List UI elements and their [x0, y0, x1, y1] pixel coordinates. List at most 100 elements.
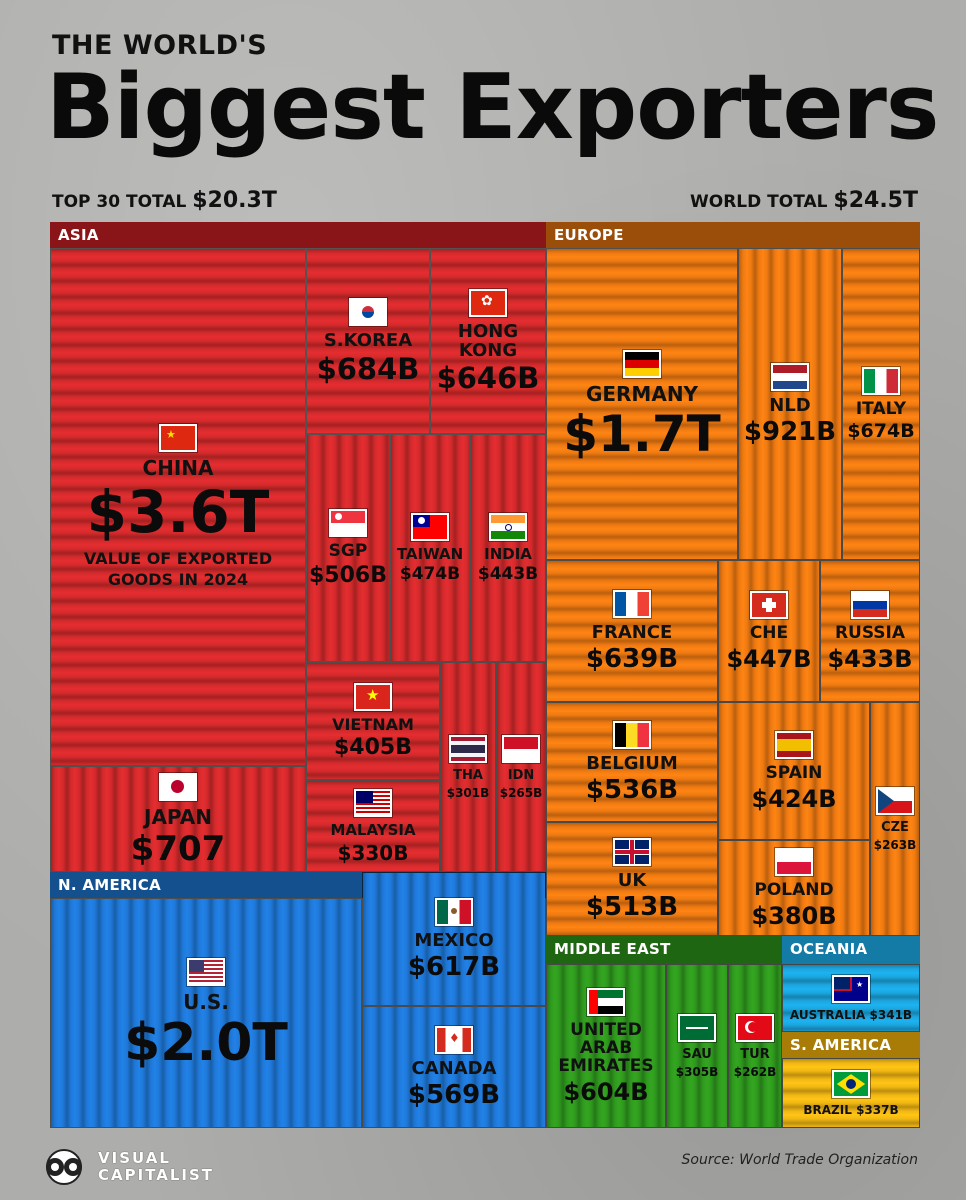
logo-line-2: CAPITALIST	[98, 1166, 215, 1184]
tile-label: MEXICO	[414, 929, 494, 951]
tile-content: CHE $447B	[719, 561, 819, 701]
logo-icon	[46, 1149, 82, 1185]
tile-value: $513B	[585, 892, 679, 923]
tile-label: CHE	[749, 623, 789, 644]
tile-label: TUR	[740, 1047, 770, 1063]
tile-label: ITALY	[855, 398, 907, 419]
th-flag-icon	[449, 735, 487, 764]
tile-value: $3.6T	[86, 477, 270, 546]
id-flag-icon	[502, 735, 540, 764]
tile-nld: NLD $921B	[738, 248, 842, 560]
tile-content: JAPAN $707	[51, 767, 305, 871]
tile-content: ITALY $674B	[843, 249, 919, 559]
tile-india: INDIA $443B	[470, 434, 546, 662]
tile-uk: UK $513B	[546, 822, 718, 936]
corrugated-texture	[843, 249, 919, 559]
tile-label: UK	[617, 869, 647, 891]
tile-value: $474B	[399, 564, 461, 585]
it-flag-icon	[862, 366, 900, 395]
tile-note: VALUE OF EXPORTED GOODS IN 2024	[83, 548, 273, 589]
tile-s-korea: S.KOREA $684B	[306, 248, 430, 434]
chart-title: Biggest Exporters	[46, 55, 939, 160]
tile-content: SAU $305B	[667, 965, 727, 1127]
tile-italy: ITALY $674B	[842, 248, 920, 560]
tile-sgp: SGP $506B	[306, 434, 390, 662]
tile-malaysia: MALAYSIA $330B	[306, 780, 440, 872]
pl-flag-icon	[775, 848, 813, 877]
top30-label: TOP 30 TOTAL	[52, 192, 187, 212]
tile-france: FRANCE $639B	[546, 560, 718, 702]
tile-content: FRANCE $639B	[547, 561, 717, 701]
world-label: WORLD TOTAL	[689, 192, 828, 212]
ca-flag-icon: ♦	[435, 1025, 473, 1054]
tile-poland: POLAND $380B	[718, 840, 870, 936]
corrugated-texture	[307, 663, 439, 779]
ae-flag-icon	[587, 988, 625, 1017]
tile-tha: THA $301B	[440, 662, 496, 872]
tile-australia: ★ AUSTRALIA $341B	[782, 964, 920, 1032]
treemap: ASIA EUROPE N. AMERICA MIDDLE EAST OCEANIA S.…	[50, 222, 920, 1128]
tile-label-row: AUSTRALIA $341B	[790, 1007, 913, 1022]
tile-spain: SPAIN $424B	[718, 702, 870, 840]
be-flag-icon	[613, 720, 651, 749]
nl-flag-icon	[771, 362, 809, 391]
vn-flag-icon: ★	[354, 682, 392, 711]
tile-canada: ♦ CANADA $569B	[362, 1006, 546, 1128]
tile-value: $617B	[407, 952, 501, 983]
tile-belgium: BELGIUM $536B	[546, 702, 718, 822]
tile-label: FRANCE	[591, 621, 673, 643]
tile-content: UK $513B	[547, 823, 717, 935]
sg-flag-icon	[329, 509, 367, 538]
tile-content: NLD $921B	[739, 249, 841, 559]
tile-content: TUR $262B	[729, 965, 781, 1127]
tile-content: ★ VIETNAM $405B	[307, 663, 439, 779]
jp-flag-icon	[159, 772, 197, 801]
tile-value: $684B	[316, 351, 420, 386]
corrugated-texture	[667, 965, 727, 1127]
hk-flag-icon: ✿	[469, 288, 507, 317]
tile-value: $674B	[847, 420, 915, 443]
tile-label-row: BRAZIL $337B	[803, 1103, 898, 1117]
tile-china: ★ CHINA $3.6T VALUE OF EXPORTED GOODS IN 20…	[50, 248, 306, 766]
tile-content: GERMANY $1.7T	[547, 249, 737, 559]
cz-flag-icon	[876, 787, 914, 816]
tile-content: ★ CHINA $3.6T VALUE OF EXPORTED GOODS IN 20…	[51, 249, 305, 765]
tile-value: $405B	[334, 735, 412, 761]
corrugated-texture	[363, 873, 545, 1005]
tile-content: TAIWAN $474B	[391, 435, 469, 661]
corrugated-texture	[719, 561, 819, 701]
tile-label: NLD	[769, 394, 811, 416]
tile-content: RUSSIA $433B	[821, 561, 919, 701]
tile-value: $433B	[827, 644, 913, 673]
tile-cze: CZE $263B	[870, 702, 920, 936]
tile-label: VIETNAM	[332, 714, 414, 734]
tile-content: ✿ HONG KONG $646B	[431, 249, 545, 433]
corrugated-texture	[441, 663, 495, 871]
tile-japan: JAPAN $707	[50, 766, 306, 872]
tr-flag-icon	[736, 1014, 774, 1043]
corrugated-texture	[51, 899, 361, 1127]
corrugated-texture	[471, 435, 545, 661]
mx-flag-icon	[435, 897, 473, 926]
top30-value: $20.3T	[192, 188, 277, 213]
tile-value: $424B	[751, 784, 837, 813]
tile-label: SAU	[682, 1047, 712, 1063]
sa-flag-icon	[678, 1014, 716, 1043]
tile-value: $646B	[436, 361, 540, 396]
corrugated-texture	[51, 249, 305, 765]
corrugated-texture	[391, 435, 469, 661]
cn-flag-icon: ★	[159, 423, 197, 452]
tile-value: $536B	[585, 775, 679, 806]
corrugated-texture	[547, 561, 717, 701]
tile-value: $1.7T	[563, 404, 721, 463]
tile-label: CHINA	[142, 455, 214, 480]
tile-content: MALAYSIA $330B	[307, 781, 439, 871]
tile-content: POLAND $380B	[719, 841, 869, 935]
tile-value: $707	[130, 828, 226, 869]
tile-value: $2.0T	[124, 1012, 288, 1073]
tile-content: CZE $263B	[871, 703, 919, 935]
tile-value: $341B	[869, 1007, 913, 1022]
region-label-s-america: S. AMERICA	[782, 1032, 920, 1058]
my-flag-icon	[354, 789, 392, 818]
tile-russia: RUSSIA $433B	[820, 560, 920, 702]
